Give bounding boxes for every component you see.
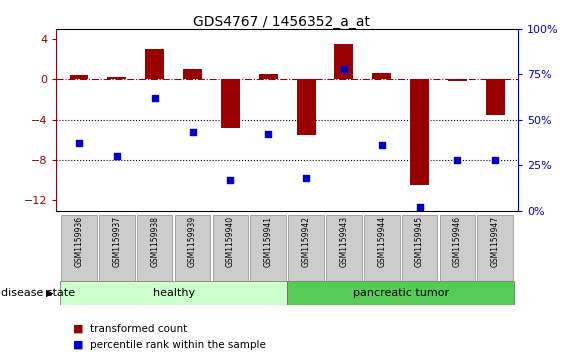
Text: GSM1159938: GSM1159938: [150, 216, 159, 267]
Text: ■: ■: [73, 340, 84, 350]
Point: [113, 153, 122, 159]
Bar: [372, 73, 391, 79]
Text: GSM1159946: GSM1159946: [453, 216, 462, 267]
Bar: [183, 69, 202, 79]
Bar: [448, 79, 467, 81]
Point: [377, 142, 386, 148]
FancyBboxPatch shape: [99, 215, 135, 281]
Bar: [410, 79, 429, 185]
FancyBboxPatch shape: [440, 215, 475, 281]
Bar: [145, 49, 164, 79]
Point: [188, 130, 197, 135]
Text: disease state: disease state: [1, 288, 75, 298]
FancyBboxPatch shape: [60, 281, 287, 305]
Bar: [70, 76, 88, 79]
Text: GSM1159945: GSM1159945: [415, 216, 424, 267]
Text: GDS4767 / 1456352_a_at: GDS4767 / 1456352_a_at: [193, 15, 370, 29]
Text: GSM1159937: GSM1159937: [113, 216, 122, 267]
Bar: [486, 79, 504, 115]
Text: GSM1159943: GSM1159943: [339, 216, 348, 267]
Text: GSM1159944: GSM1159944: [377, 216, 386, 267]
Point: [226, 177, 235, 183]
Text: GSM1159947: GSM1159947: [491, 216, 500, 267]
Bar: [297, 79, 315, 135]
Point: [491, 157, 500, 163]
FancyBboxPatch shape: [175, 215, 211, 281]
FancyBboxPatch shape: [288, 215, 324, 281]
Point: [150, 95, 159, 101]
Text: GSM1159940: GSM1159940: [226, 216, 235, 267]
FancyBboxPatch shape: [137, 215, 172, 281]
Text: GSM1159942: GSM1159942: [302, 216, 311, 267]
Bar: [334, 44, 354, 79]
Text: healthy: healthy: [153, 288, 195, 298]
Point: [339, 66, 348, 72]
FancyBboxPatch shape: [213, 215, 248, 281]
Bar: [108, 77, 126, 79]
Bar: [221, 79, 240, 128]
FancyBboxPatch shape: [477, 215, 513, 281]
Text: GSM1159939: GSM1159939: [188, 216, 197, 267]
Text: pancreatic tumor: pancreatic tumor: [352, 288, 449, 298]
Text: transformed count: transformed count: [90, 323, 187, 334]
FancyBboxPatch shape: [326, 215, 361, 281]
FancyBboxPatch shape: [251, 215, 286, 281]
Point: [263, 131, 272, 137]
Text: GSM1159936: GSM1159936: [74, 216, 83, 267]
Point: [415, 204, 424, 210]
Text: ■: ■: [73, 323, 84, 334]
Point: [74, 140, 83, 146]
FancyBboxPatch shape: [61, 215, 97, 281]
FancyBboxPatch shape: [402, 215, 437, 281]
Bar: [259, 74, 278, 79]
FancyBboxPatch shape: [287, 281, 514, 305]
Point: [302, 175, 311, 181]
Text: percentile rank within the sample: percentile rank within the sample: [90, 340, 266, 350]
Text: GSM1159941: GSM1159941: [263, 216, 272, 267]
FancyBboxPatch shape: [364, 215, 400, 281]
Text: ▶: ▶: [46, 288, 53, 298]
Point: [453, 157, 462, 163]
